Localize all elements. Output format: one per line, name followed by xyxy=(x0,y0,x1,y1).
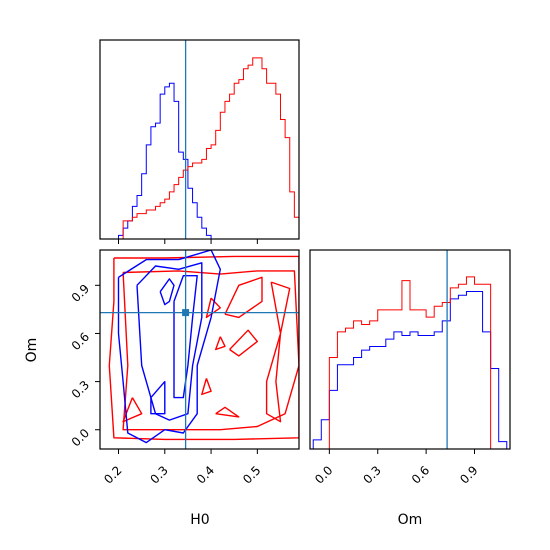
om-hist-series-0 xyxy=(312,291,508,449)
contour-0-7 xyxy=(201,378,212,396)
om-x-tick-label-3: 0.9 xyxy=(457,463,480,486)
contour-1-4 xyxy=(150,380,166,415)
joint-y-tick-label-3: 0.9 xyxy=(69,282,92,305)
om-axis-label: Om xyxy=(24,338,40,363)
joint-truth-marker xyxy=(182,309,190,317)
contour-1-3 xyxy=(173,275,198,399)
joint-x-ticks: 0.2 0.3 0.4 0.5 xyxy=(101,449,263,487)
contour-1-0 xyxy=(117,250,221,444)
joint-y-ticks: 0.0 0.3 0.6 0.9 xyxy=(69,282,100,449)
h0-marginal-frame xyxy=(99,39,300,240)
om-x-tick-label-2: 0.6 xyxy=(409,463,432,486)
om-marginal-axis-label: Om xyxy=(398,512,423,528)
joint-y-tick-label-1: 0.3 xyxy=(69,378,92,401)
h0-histogram-steps xyxy=(118,57,300,240)
contour-0-3 xyxy=(229,329,258,357)
om-marginal-frame xyxy=(309,249,511,450)
contour-0-6 xyxy=(215,336,226,351)
h0-hist-series-1 xyxy=(122,57,300,239)
joint-frame xyxy=(99,249,300,450)
h0-axis-label: H0 xyxy=(190,512,209,528)
contour-1-2 xyxy=(159,278,175,306)
om-marginal-ticks: 0.0 0.3 0.6 0.9 xyxy=(312,449,481,487)
om-x-tick-label-1: 0.3 xyxy=(360,463,383,486)
joint-y-tick-label-2: 0.6 xyxy=(69,330,92,353)
contour-0-2 xyxy=(224,276,263,319)
joint-x-tick-label-1: 0.3 xyxy=(148,463,171,486)
joint-x-tick-label-3: 0.5 xyxy=(240,463,263,486)
h0-marginal-ticks xyxy=(118,239,258,244)
h0-om-joint-panel: 0.2 0.3 0.4 0.5 0.0 0.3 0.6 0.9 H0 Om xyxy=(24,249,300,528)
joint-x-tick-label-2: 0.4 xyxy=(194,463,217,486)
contour-0-0 xyxy=(108,255,299,441)
om-histogram-steps xyxy=(312,276,508,449)
joint-y-tick-label-0: 0.0 xyxy=(69,426,92,449)
h0-hist-series-0 xyxy=(118,82,216,240)
contour-0-1 xyxy=(122,270,299,431)
joint-contour-lines xyxy=(108,250,299,444)
om-hist-series-1 xyxy=(328,276,492,449)
contour-0-9 xyxy=(122,397,143,423)
om-x-tick-label-0: 0.0 xyxy=(312,463,335,486)
contour-1-1 xyxy=(136,262,203,421)
om-marginal-panel: 0.0 0.3 0.6 0.9 Om xyxy=(309,249,511,528)
contour-0-4 xyxy=(265,281,291,423)
joint-x-tick-label-0: 0.2 xyxy=(101,463,124,486)
contour-0-8 xyxy=(215,406,240,418)
h0-marginal-panel xyxy=(99,39,300,244)
